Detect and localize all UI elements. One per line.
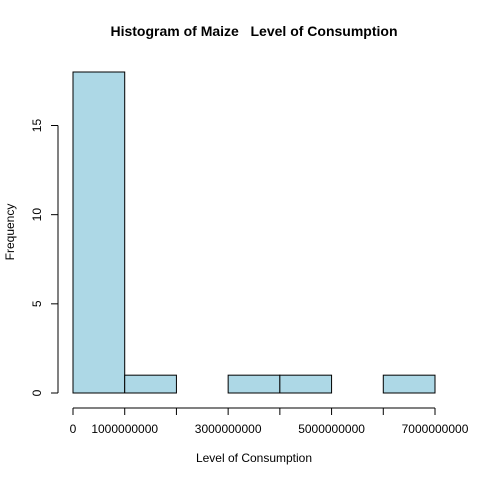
histogram-bar-1: [124, 374, 177, 394]
x-tick-label-1: 1000000000: [91, 422, 158, 436]
histogram-bar-4: [279, 374, 333, 394]
histogram-bar-0: [72, 71, 126, 394]
histogram-bar-3: [227, 374, 281, 394]
chart-title: Histogram of Maize Level of Consumption: [110, 23, 397, 39]
x-tick-label-7: 7000000000: [402, 422, 469, 436]
y-tick-label-2: 10: [30, 208, 44, 222]
y-tick-label-0: 0: [30, 389, 44, 396]
y-axis: 0 5 10 15: [30, 119, 59, 396]
y-tick-label-1: 5: [30, 300, 44, 307]
y-axis-label: Frequency: [3, 204, 17, 261]
x-axis: 0 1000000000 3000000000 5000000000 700000000…: [70, 407, 469, 436]
histogram-bars: [72, 71, 436, 394]
histogram-bar-6: [382, 374, 436, 394]
x-tick-label-5: 5000000000: [298, 422, 365, 436]
x-tick-label-3: 3000000000: [195, 422, 262, 436]
x-axis-label: Level of Consumption: [196, 451, 312, 465]
x-tick-label-0: 0: [70, 422, 77, 436]
y-tick-label-3: 15: [30, 119, 44, 133]
